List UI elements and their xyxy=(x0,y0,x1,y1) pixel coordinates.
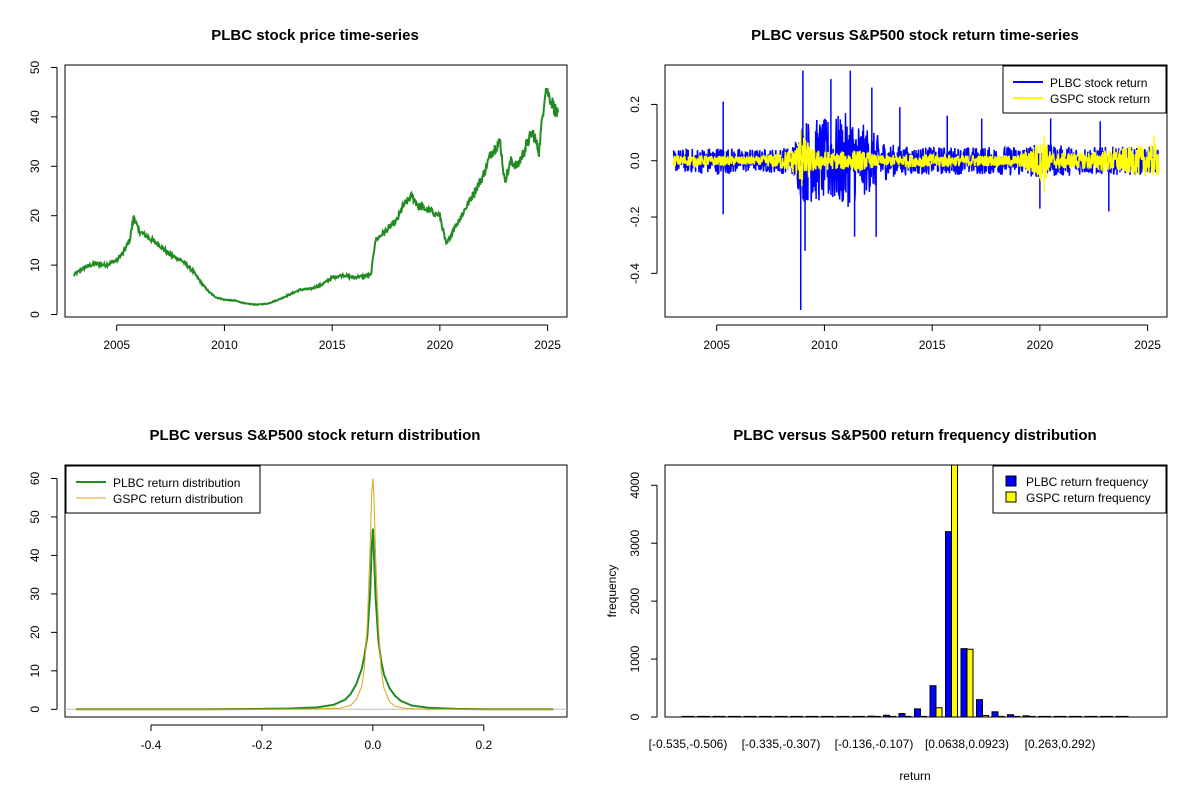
x-tick-label: -0.4 xyxy=(141,738,162,752)
x-category-label: [-0.535,-0.506) xyxy=(649,737,728,751)
bar-gspc xyxy=(951,464,958,718)
series-line-plbc-return xyxy=(672,113,1160,208)
legend: PLBC return distribution GSPC return dis… xyxy=(65,465,261,514)
y-tick-label: 3000 xyxy=(628,530,642,557)
x-category-label: [0.0638,0.0923) xyxy=(925,737,1009,751)
y-tick-label: 2000 xyxy=(628,587,642,614)
chart-title: PLBC versus S&P500 return frequency dist… xyxy=(733,427,1096,444)
x-tick-label: 0.2 xyxy=(475,738,492,752)
y-tick-label: 10 xyxy=(28,258,42,272)
y-tick-label: 10 xyxy=(28,664,42,678)
x-tick-label: 2010 xyxy=(211,338,238,352)
legend-box xyxy=(1002,65,1167,114)
legend-label: PLBC stock return xyxy=(1050,76,1147,90)
bar-plbc xyxy=(898,713,906,718)
y-tick-label: 0.2 xyxy=(628,96,642,113)
y-tick-label: -0.4 xyxy=(628,263,642,284)
plot-frame xyxy=(64,64,568,318)
legend-box xyxy=(992,465,1167,514)
x-category-label: [-0.335,-0.307) xyxy=(742,737,821,751)
x-tick-label: 0.0 xyxy=(365,738,382,752)
x-tick-label: 2015 xyxy=(919,338,946,352)
panel-density: PLBC versus S&P500 stock return distribu… xyxy=(28,427,568,752)
bar-plbc xyxy=(945,531,952,718)
plot-frame xyxy=(664,64,1168,318)
x-tick-label: 2010 xyxy=(811,338,838,352)
x-tick-label: 2025 xyxy=(534,338,561,352)
y-tick-label: 0 xyxy=(28,311,42,318)
legend-box xyxy=(65,465,261,514)
axes-layer: 0 1000 2000 3000 4000 [-0.535,-0.506) [-0.335,… xyxy=(628,472,1095,751)
y-tick-label: 1000 xyxy=(628,645,642,672)
x-category-label: [0.263,0.292) xyxy=(1025,737,1096,751)
x-tick-label: 2020 xyxy=(1027,338,1054,352)
x-tick-label: 2015 xyxy=(319,338,346,352)
y-tick-label: 20 xyxy=(28,625,42,639)
y-tick-label: 50 xyxy=(28,510,42,524)
y-tick-label: 30 xyxy=(28,587,42,601)
x-tick-label: 2005 xyxy=(703,338,730,352)
chart-title: PLBC versus S&P500 stock return distribu… xyxy=(150,427,481,444)
y-tick-label: 30 xyxy=(28,159,42,173)
y-axis-label: frequency xyxy=(605,565,619,618)
series-layer xyxy=(72,87,560,307)
legend-label: GSPC return frequency xyxy=(1026,491,1151,505)
bar-plbc xyxy=(976,699,983,718)
legend: PLBC return frequency GSPC return freque… xyxy=(992,465,1167,514)
legend-swatch xyxy=(1005,475,1017,487)
axes-layer: -0.4 -0.2 0.0 0.2 0 10 20 30 40 50 60 xyxy=(28,471,492,752)
bar-plbc xyxy=(914,708,921,718)
bar-plbc xyxy=(991,711,999,718)
bar-plbc xyxy=(929,685,937,718)
panel-returns: PLBC versus S&P500 stock return time-ser… xyxy=(628,27,1168,352)
y-tick-label: 20 xyxy=(28,209,42,223)
x-axis-label: return xyxy=(899,769,930,783)
panel-price: PLBC stock price time-series 2005 2010 201… xyxy=(28,27,568,352)
y-tick-label: 50 xyxy=(28,60,42,74)
y-tick-label: 0 xyxy=(628,713,642,720)
legend: PLBC stock return GSPC stock return xyxy=(1002,65,1167,114)
x-tick-label: 2005 xyxy=(103,338,130,352)
y-tick-label: 0 xyxy=(28,706,42,713)
axes-layer: 2005 2010 2015 2020 2025 -0.4 -0.2 0.0 0.2 xyxy=(628,96,1161,352)
x-tick-label: 2025 xyxy=(1134,338,1161,352)
y-tick-label: -0.2 xyxy=(628,206,642,227)
legend-label: PLBC return frequency xyxy=(1026,475,1148,489)
series-line-gspc-return xyxy=(672,137,1160,181)
series-layer xyxy=(65,478,567,711)
axes-layer: 2005 2010 2015 2020 2025 0 10 20 30 40 50 xyxy=(28,60,561,352)
density-line-gspc xyxy=(76,478,554,710)
legend-label: PLBC return distribution xyxy=(113,476,240,490)
chart-title: PLBC versus S&P500 stock return time-ser… xyxy=(751,27,1079,44)
legend-label: GSPC stock return xyxy=(1050,92,1150,106)
x-tick-label: -0.2 xyxy=(252,738,273,752)
legend-swatch xyxy=(1005,491,1017,503)
y-tick-label: 60 xyxy=(28,471,42,485)
y-tick-label: 40 xyxy=(28,110,42,124)
bar-gspc xyxy=(935,707,943,718)
bar-plbc xyxy=(960,648,968,718)
plot-frame xyxy=(664,464,1168,718)
density-line-plbc xyxy=(76,528,554,711)
x-category-label: [-0.136,-0.107) xyxy=(835,737,914,751)
bar-gspc xyxy=(966,648,974,718)
series-line-price xyxy=(72,87,560,307)
plot-frame xyxy=(64,464,568,718)
y-tick-label: 0.0 xyxy=(628,152,642,169)
panel-histogram: PLBC versus S&P500 return frequency dist… xyxy=(605,427,1168,783)
chart-title: PLBC stock price time-series xyxy=(211,27,419,44)
x-tick-label: 2020 xyxy=(427,338,454,352)
legend-label: GSPC return distribution xyxy=(113,492,243,506)
y-tick-label: 4000 xyxy=(628,472,642,499)
series-layer xyxy=(672,70,1160,310)
y-tick-label: 40 xyxy=(28,548,42,562)
